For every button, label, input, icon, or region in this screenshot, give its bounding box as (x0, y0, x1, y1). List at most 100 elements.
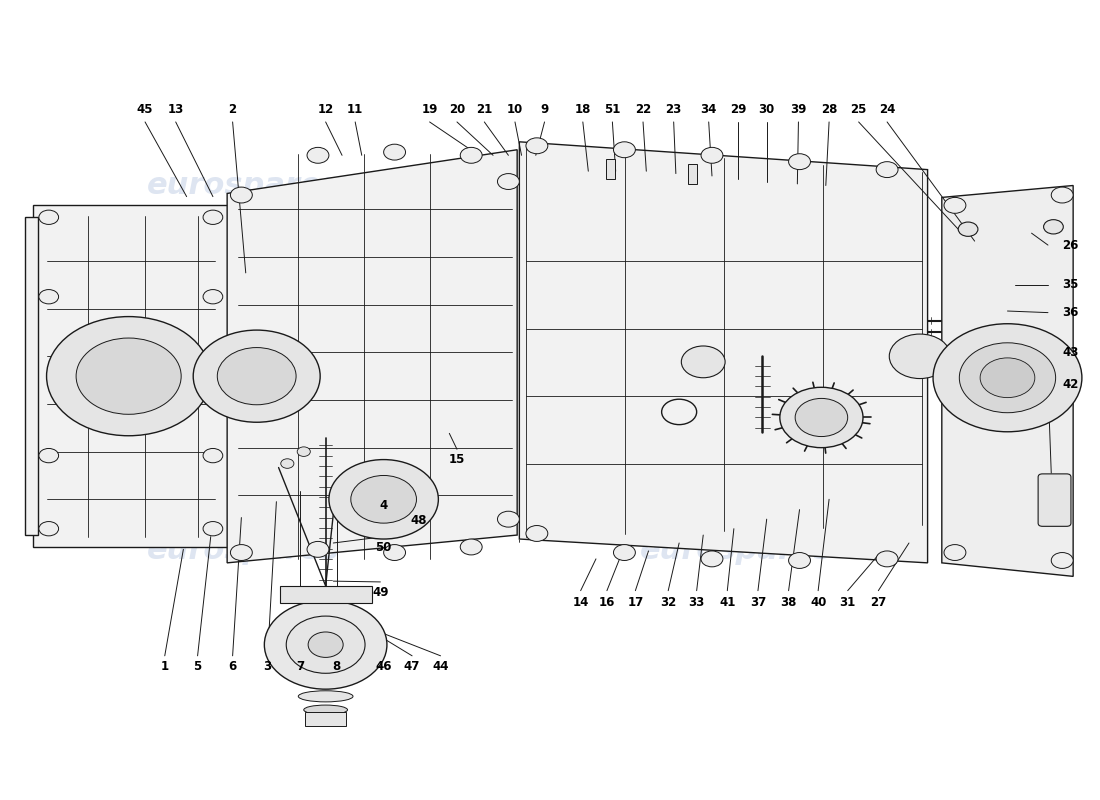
Circle shape (614, 142, 636, 158)
Bar (305, 712, 346, 726)
Circle shape (497, 174, 519, 190)
Text: 46: 46 (375, 660, 392, 673)
Text: 35: 35 (1063, 278, 1079, 291)
Circle shape (959, 342, 1056, 413)
Text: 51: 51 (604, 103, 620, 116)
Circle shape (526, 526, 548, 542)
Text: 37: 37 (750, 596, 766, 610)
Text: 49: 49 (372, 586, 388, 599)
Text: 7: 7 (296, 660, 305, 673)
Text: 50: 50 (375, 541, 392, 554)
Circle shape (39, 290, 58, 304)
Circle shape (789, 553, 811, 569)
Text: 10: 10 (507, 103, 524, 116)
Text: 25: 25 (850, 103, 867, 116)
Polygon shape (519, 142, 927, 563)
Text: 41: 41 (719, 596, 736, 610)
Circle shape (280, 458, 294, 468)
Circle shape (39, 522, 58, 536)
Circle shape (1044, 220, 1064, 234)
Circle shape (980, 358, 1035, 398)
Polygon shape (942, 186, 1074, 576)
Text: 19: 19 (421, 103, 438, 116)
Circle shape (497, 511, 519, 527)
Text: 38: 38 (780, 596, 796, 610)
Circle shape (297, 447, 310, 457)
Text: 27: 27 (870, 596, 887, 610)
Circle shape (889, 334, 950, 378)
Text: 4: 4 (379, 498, 388, 511)
Ellipse shape (298, 690, 353, 702)
Circle shape (460, 539, 482, 555)
Text: 3: 3 (264, 660, 272, 673)
Circle shape (789, 154, 811, 170)
Circle shape (39, 210, 58, 225)
Bar (24, 218, 37, 535)
Circle shape (46, 317, 211, 436)
Text: 13: 13 (167, 103, 184, 116)
Text: 21: 21 (476, 103, 493, 116)
Text: 34: 34 (701, 103, 717, 116)
Circle shape (795, 398, 848, 437)
Ellipse shape (304, 705, 348, 714)
Circle shape (204, 290, 223, 304)
Text: 5: 5 (194, 660, 201, 673)
Circle shape (194, 330, 320, 422)
Circle shape (308, 632, 343, 658)
Text: 11: 11 (348, 103, 363, 116)
Polygon shape (227, 150, 517, 563)
Circle shape (1052, 553, 1074, 569)
Text: 39: 39 (790, 103, 806, 116)
Circle shape (780, 387, 864, 448)
Circle shape (230, 187, 252, 203)
Text: 23: 23 (666, 103, 682, 116)
Text: 22: 22 (635, 103, 651, 116)
Text: 32: 32 (660, 596, 676, 610)
Text: 42: 42 (1063, 378, 1079, 390)
Text: 2: 2 (229, 103, 236, 116)
Text: 45: 45 (136, 103, 153, 116)
Text: 30: 30 (759, 103, 774, 116)
Circle shape (876, 162, 898, 178)
Circle shape (39, 449, 58, 462)
Circle shape (286, 616, 365, 674)
Bar (606, 159, 615, 179)
Bar (688, 164, 696, 184)
Text: 15: 15 (449, 454, 465, 466)
Text: 6: 6 (229, 660, 236, 673)
Circle shape (876, 551, 898, 567)
Text: 14: 14 (572, 596, 588, 610)
Circle shape (307, 147, 329, 163)
Text: 1: 1 (161, 660, 168, 673)
Text: 16: 16 (598, 596, 615, 610)
Circle shape (329, 459, 439, 539)
Text: 8: 8 (332, 660, 341, 673)
Circle shape (384, 144, 406, 160)
Circle shape (204, 522, 223, 536)
Text: eurospares: eurospares (640, 537, 833, 566)
Circle shape (218, 347, 296, 405)
Circle shape (230, 545, 252, 561)
FancyBboxPatch shape (1038, 474, 1071, 526)
Text: 26: 26 (1063, 238, 1079, 251)
Text: 18: 18 (574, 103, 591, 116)
Circle shape (204, 449, 223, 462)
Circle shape (958, 222, 978, 236)
Text: 47: 47 (404, 660, 420, 673)
Circle shape (944, 545, 966, 561)
Circle shape (526, 138, 548, 154)
Circle shape (460, 147, 482, 163)
Text: 29: 29 (730, 103, 747, 116)
Circle shape (1052, 187, 1074, 203)
Text: eurospares: eurospares (147, 537, 340, 566)
Text: 12: 12 (318, 103, 333, 116)
Text: 33: 33 (689, 596, 705, 610)
Text: 44: 44 (432, 660, 449, 673)
Circle shape (307, 542, 329, 558)
Circle shape (351, 475, 417, 523)
Text: 31: 31 (839, 596, 856, 610)
Circle shape (614, 545, 636, 561)
Circle shape (933, 324, 1082, 432)
Bar (33, 206, 228, 547)
Text: 36: 36 (1063, 306, 1079, 319)
